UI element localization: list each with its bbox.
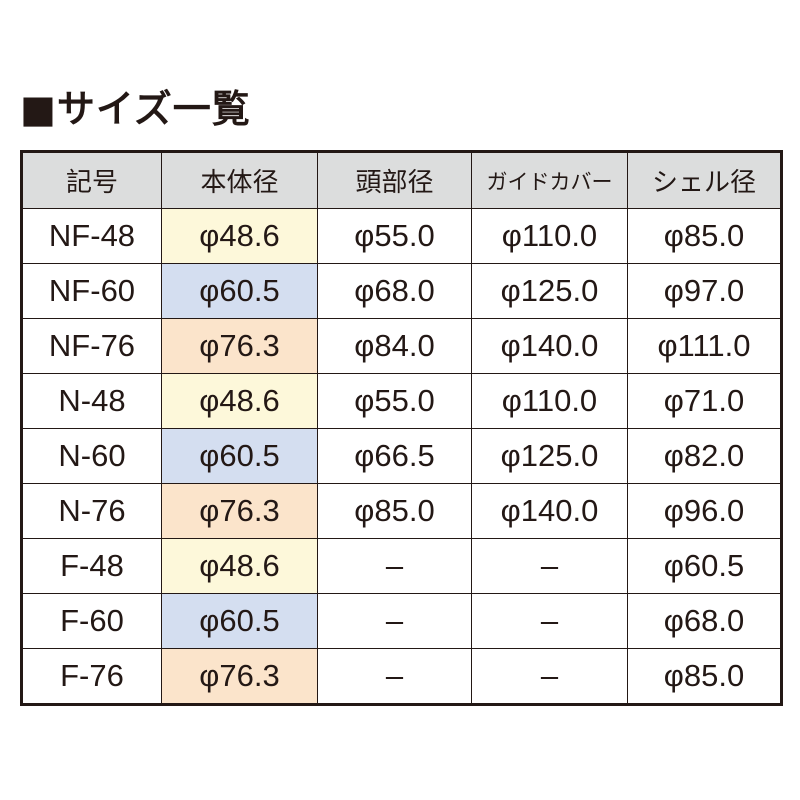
row-label: N-76 bbox=[21, 483, 162, 539]
row-label: N-60 bbox=[21, 428, 162, 484]
table-row: F-60 φ60.5– – φ68.0 bbox=[21, 593, 782, 649]
table-cell: φ60.5 bbox=[161, 428, 318, 484]
table-cell: φ85.0 bbox=[317, 483, 472, 539]
row-label: NF-48 bbox=[21, 208, 162, 264]
table-row: NF-76 φ76.3 φ84.0 φ140.0 φ111.0 bbox=[21, 318, 782, 374]
table-row: N-60 φ60.5 φ66.5 φ125.0 φ82.0 bbox=[21, 428, 782, 484]
table-cell: φ48.6 bbox=[161, 373, 318, 429]
row-label: F-48 bbox=[21, 538, 162, 594]
title: ■サイズ一覧 bbox=[20, 87, 251, 131]
header-cell: シェル径 bbox=[627, 151, 782, 209]
table-cell: φ97.0 bbox=[627, 263, 782, 319]
table-cell: φ111.0 bbox=[627, 318, 782, 374]
header-cell: 本体径 bbox=[161, 151, 318, 209]
row-label: F-76 bbox=[21, 648, 162, 705]
table-cell: φ76.3 bbox=[161, 648, 318, 705]
table-cell: φ60.5 bbox=[161, 593, 318, 649]
table-cell: φ55.0 bbox=[317, 208, 472, 264]
table-cell: φ76.3 bbox=[161, 318, 318, 374]
table-cell: φ125.0 bbox=[471, 263, 628, 319]
table-cell: φ85.0 bbox=[627, 648, 782, 705]
table-row: F-48 φ48.6– – φ60.5 bbox=[21, 538, 782, 594]
table-cell: – bbox=[471, 593, 628, 649]
table-body: NF-48 φ48.6 φ55.0 φ110.0 φ85.0 NF-60 φ60.5 φ68.… bbox=[21, 208, 782, 705]
table-cell: φ84.0 bbox=[317, 318, 472, 374]
table-row: F-76 φ76.3– – φ85.0 bbox=[21, 648, 782, 705]
table-cell: φ82.0 bbox=[627, 428, 782, 484]
table-cell: φ60.5 bbox=[161, 263, 318, 319]
table-cell: φ48.6 bbox=[161, 538, 318, 594]
table-cell: – bbox=[317, 648, 472, 705]
table-cell: – bbox=[471, 648, 628, 705]
size-table: 記号 本体径 頭部径 ガイドカバー シェル径 NF-48 φ48.6 φ55.0 φ110.0… bbox=[20, 150, 783, 706]
table-cell: φ140.0 bbox=[471, 318, 628, 374]
table-cell: φ55.0 bbox=[317, 373, 472, 429]
table-cell: φ48.6 bbox=[161, 208, 318, 264]
table-cell: – bbox=[471, 538, 628, 594]
table-cell: φ125.0 bbox=[471, 428, 628, 484]
table-cell: φ110.0 bbox=[471, 208, 628, 264]
table-cell: φ110.0 bbox=[471, 373, 628, 429]
table-cell: φ76.3 bbox=[161, 483, 318, 539]
table-cell: – bbox=[317, 593, 472, 649]
table-cell: φ68.0 bbox=[627, 593, 782, 649]
table-cell: φ60.5 bbox=[627, 538, 782, 594]
table-cell: φ68.0 bbox=[317, 263, 472, 319]
header-cell: ガイドカバー bbox=[471, 151, 628, 209]
table-cell: φ66.5 bbox=[317, 428, 472, 484]
table-cell: φ71.0 bbox=[627, 373, 782, 429]
row-label: N-48 bbox=[21, 373, 162, 429]
header-row: 記号 本体径 頭部径 ガイドカバー シェル径 bbox=[21, 151, 782, 209]
table-row: NF-60 φ60.5 φ68.0 φ125.0 φ97.0 bbox=[21, 263, 782, 319]
table-cell: – bbox=[317, 538, 472, 594]
row-label: F-60 bbox=[21, 593, 162, 649]
table-row: N-76 φ76.3 φ85.0 φ140.0 φ96.0 bbox=[21, 483, 782, 539]
row-label: NF-76 bbox=[21, 318, 162, 374]
table-cell: φ85.0 bbox=[627, 208, 782, 264]
header-cell: 記号 bbox=[21, 151, 162, 209]
table-cell: φ96.0 bbox=[627, 483, 782, 539]
table-row: N-48 φ48.6 φ55.0 φ110.0 φ71.0 bbox=[21, 373, 782, 429]
table-row: NF-48 φ48.6 φ55.0 φ110.0 φ85.0 bbox=[21, 208, 782, 264]
header-cell: 頭部径 bbox=[317, 151, 472, 209]
row-label: NF-60 bbox=[21, 263, 162, 319]
table-cell: φ140.0 bbox=[471, 483, 628, 539]
